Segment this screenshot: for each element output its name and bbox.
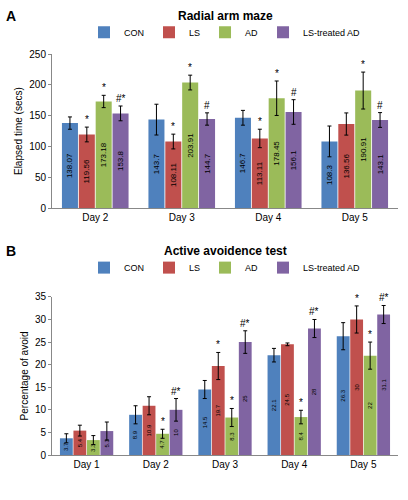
svg-text:*: * <box>188 62 192 73</box>
svg-text:LS-treated AD: LS-treated AD <box>303 28 360 38</box>
svg-text:150: 150 <box>29 110 46 121</box>
svg-text:Day 2: Day 2 <box>143 459 170 470</box>
svg-text:8.9: 8.9 <box>132 430 138 439</box>
svg-text:10.9: 10.9 <box>146 424 152 436</box>
svg-text:153.8: 153.8 <box>116 150 125 171</box>
svg-text:15: 15 <box>35 382 47 393</box>
svg-text:Radial arm maze: Radial arm maze <box>178 9 273 23</box>
svg-text:LS: LS <box>189 263 200 273</box>
svg-text:#*: #* <box>171 386 181 397</box>
svg-text:19.7: 19.7 <box>215 404 221 416</box>
svg-text:*: * <box>102 82 106 93</box>
svg-text:24.5: 24.5 <box>284 393 290 405</box>
svg-text:Day 2: Day 2 <box>82 212 109 223</box>
svg-text:AD: AD <box>245 28 258 38</box>
svg-text:146.7: 146.7 <box>238 153 247 174</box>
svg-text:30: 30 <box>35 314 47 325</box>
svg-text:113.11: 113.11 <box>255 161 264 185</box>
svg-text:173.18: 173.18 <box>99 142 108 167</box>
svg-text:Day 1: Day 1 <box>74 459 101 470</box>
svg-text:Day 5: Day 5 <box>342 212 369 223</box>
svg-text:250: 250 <box>29 49 46 60</box>
svg-text:Active avoidence test: Active avoidence test <box>164 244 287 258</box>
svg-text:*: * <box>230 395 234 406</box>
svg-text:144.7: 144.7 <box>203 153 212 174</box>
svg-text:22: 22 <box>367 402 373 409</box>
svg-text:Day 4: Day 4 <box>255 212 282 223</box>
svg-text:10: 10 <box>35 404 47 415</box>
svg-text:203.91: 203.91 <box>186 133 195 158</box>
svg-text:10: 10 <box>173 429 179 436</box>
svg-text:AD: AD <box>245 263 258 273</box>
svg-text:#: # <box>291 87 297 98</box>
svg-text:156.1: 156.1 <box>289 150 298 171</box>
svg-text:5.4: 5.4 <box>77 438 83 447</box>
svg-text:Day 3: Day 3 <box>169 212 196 223</box>
svg-text:5: 5 <box>40 427 46 438</box>
svg-text:138.07: 138.07 <box>65 153 74 178</box>
svg-text:*: * <box>216 339 220 350</box>
svg-text:#: # <box>204 100 210 111</box>
svg-text:*: * <box>171 121 175 132</box>
svg-text:20: 20 <box>35 359 47 370</box>
svg-text:#*: #* <box>116 93 126 104</box>
svg-text:#*: #* <box>379 292 389 303</box>
svg-text:Day 4: Day 4 <box>281 459 308 470</box>
svg-text:100: 100 <box>29 141 46 152</box>
svg-text:28: 28 <box>311 388 317 395</box>
svg-text:*: * <box>355 293 359 304</box>
svg-text:190.91: 190.91 <box>359 137 368 162</box>
svg-text:143.7: 143.7 <box>152 154 161 175</box>
svg-text:#*: #* <box>240 318 250 329</box>
svg-text:Percentage of avoid: Percentage of avoid <box>19 331 30 420</box>
svg-text:3.7: 3.7 <box>63 442 69 451</box>
svg-text:A: A <box>6 8 16 24</box>
svg-text:178.45: 178.45 <box>272 141 281 166</box>
svg-text:#*: #* <box>309 306 319 317</box>
svg-text:200: 200 <box>29 79 46 90</box>
svg-text:25: 25 <box>35 337 47 348</box>
svg-text:108.3: 108.3 <box>325 164 334 185</box>
svg-text:Elapsed time (secs): Elapsed time (secs) <box>13 87 24 175</box>
svg-text:108.11: 108.11 <box>169 163 178 187</box>
svg-text:LS: LS <box>189 28 200 38</box>
svg-text:5.3: 5.3 <box>104 438 110 447</box>
svg-text:*: * <box>361 59 365 70</box>
svg-text:Day 3: Day 3 <box>212 459 239 470</box>
svg-text:Day 5: Day 5 <box>350 459 377 470</box>
svg-text:*: * <box>368 329 372 340</box>
svg-text:*: * <box>258 116 262 127</box>
svg-text:136.56: 136.56 <box>342 154 351 179</box>
svg-text:CON: CON <box>124 263 144 273</box>
svg-text:22.1: 22.1 <box>271 399 277 411</box>
svg-text:119.56: 119.56 <box>82 159 91 183</box>
svg-text:30: 30 <box>354 383 360 390</box>
svg-text:*: * <box>85 114 89 125</box>
svg-text:*: * <box>299 397 303 408</box>
svg-text:CON: CON <box>124 28 144 38</box>
svg-text:0: 0 <box>40 450 46 461</box>
svg-text:0: 0 <box>40 203 46 214</box>
svg-text:8.3: 8.3 <box>229 432 235 441</box>
svg-text:B: B <box>6 243 16 259</box>
svg-text:14.5: 14.5 <box>202 416 208 428</box>
svg-text:50: 50 <box>35 172 47 183</box>
svg-text:25: 25 <box>242 395 248 402</box>
svg-text:#: # <box>377 100 383 111</box>
svg-text:4.7: 4.7 <box>159 440 165 449</box>
svg-text:*: * <box>275 68 279 79</box>
svg-text:LS-treated AD: LS-treated AD <box>303 263 360 273</box>
svg-text:3.3: 3.3 <box>90 443 96 452</box>
svg-text:31.1: 31.1 <box>381 378 387 390</box>
svg-text:*: * <box>161 416 165 427</box>
svg-text:35: 35 <box>35 291 47 302</box>
svg-text:26.3: 26.3 <box>340 389 346 401</box>
svg-text:143.1: 143.1 <box>376 154 385 175</box>
svg-text:8.4: 8.4 <box>298 431 304 440</box>
